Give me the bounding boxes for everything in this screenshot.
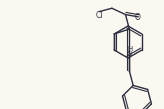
Text: Cl: Cl: [96, 11, 103, 20]
Text: O: O: [134, 13, 140, 22]
Text: N: N: [126, 51, 132, 57]
Text: H: H: [127, 46, 133, 52]
